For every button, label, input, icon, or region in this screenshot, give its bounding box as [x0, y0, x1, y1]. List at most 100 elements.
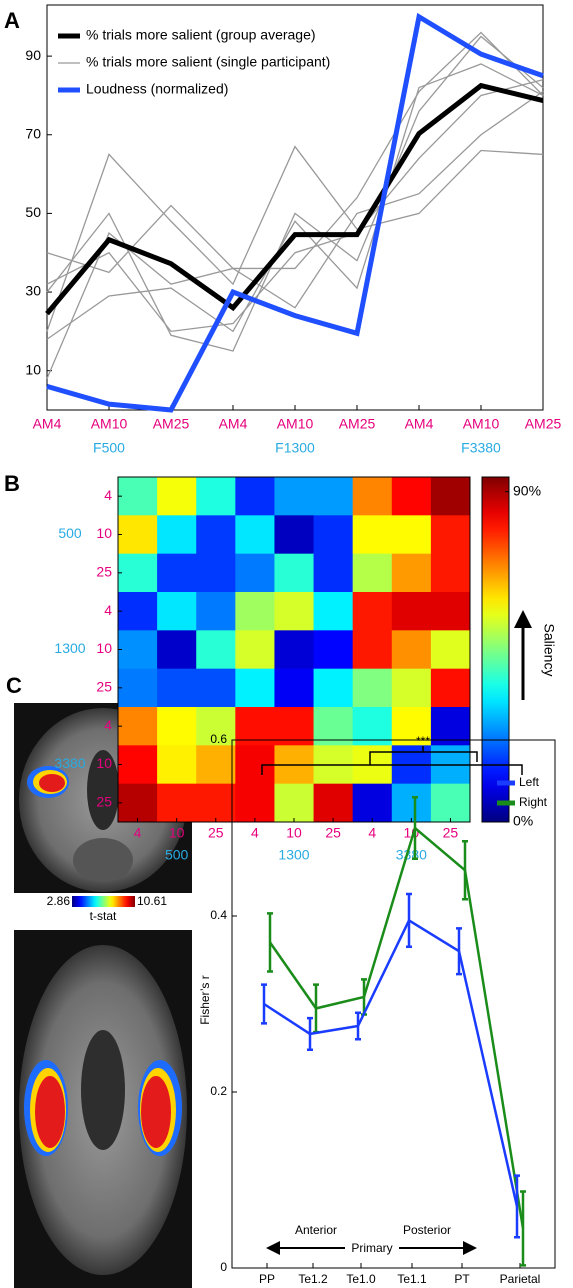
- heatmap-cell: [196, 515, 236, 554]
- heatmap-cell: [118, 745, 158, 784]
- panel-label: A: [4, 8, 20, 33]
- heatmap-cell: [196, 630, 236, 669]
- heatmap-cell: [157, 592, 197, 631]
- x-tick-label: 25: [443, 825, 459, 841]
- heatmap-cell: [314, 515, 354, 554]
- heatmap-cell: [392, 515, 432, 554]
- significance-label: ***: [416, 734, 430, 748]
- x-tick-label: 10: [169, 825, 185, 841]
- x-tick-label: 10: [286, 825, 302, 841]
- heatmap-cell: [392, 592, 432, 631]
- heatmap-cell: [118, 554, 158, 593]
- heatmap-cell: [235, 554, 275, 593]
- heatmap-cell: [392, 784, 432, 823]
- x-tick-label: 25: [208, 825, 224, 841]
- colorbar-tick-label: 90%: [513, 482, 541, 498]
- error-bar: [267, 913, 273, 971]
- heatmap-cell: [314, 784, 354, 823]
- x-tick-label: Te1.1: [397, 1272, 427, 1286]
- legend-label: Right: [519, 795, 548, 809]
- heatmap-cell: [196, 784, 236, 823]
- heatmap-cell: [314, 554, 354, 593]
- legend-label: % trials more salient (group average): [86, 27, 316, 43]
- annotation: Anterior: [295, 1223, 337, 1237]
- x-tick-label: 4: [251, 825, 259, 841]
- heatmap-cell: [196, 669, 236, 708]
- heatmap-cell: [235, 592, 275, 631]
- x-tick-label: AM10: [277, 416, 314, 432]
- heatmap-cell: [431, 554, 471, 593]
- y-group-label: 500: [58, 525, 82, 541]
- legend-label: % trials more salient (single participan…: [86, 54, 330, 70]
- y-tick-label: 25: [96, 794, 112, 810]
- annotation: Posterior: [403, 1223, 451, 1237]
- error-bar: [520, 1191, 526, 1265]
- heatmap-cell: [118, 707, 158, 746]
- heatmap-cell: [235, 784, 275, 823]
- heatmap-cell: [274, 477, 314, 516]
- legend-label: Loudness (normalized): [86, 81, 228, 97]
- heatmap-cell: [235, 669, 275, 708]
- x-group-label: F1300: [275, 440, 315, 456]
- heatmap-cell: [431, 784, 471, 823]
- y-tick-label: 30: [25, 283, 41, 299]
- colorbar-label: Saliency: [541, 624, 557, 677]
- heatmap-cell: [353, 515, 393, 554]
- heatmap-cell: [157, 630, 197, 669]
- x-group-label: 500: [165, 847, 189, 863]
- heatmap-cell: [431, 630, 471, 669]
- x-tick-label: AM25: [153, 416, 190, 432]
- x-tick-label: 4: [134, 825, 142, 841]
- heatmap-cell: [196, 745, 236, 784]
- x-group-label: 1300: [278, 847, 309, 863]
- y-tick-label: 10: [96, 640, 112, 656]
- heatmap-cell: [353, 784, 393, 823]
- y-tick-label: 4: [104, 487, 112, 503]
- heatmap-cell: [392, 669, 432, 708]
- heatmap-cell: [235, 630, 275, 669]
- heatmap-cell: [118, 592, 158, 631]
- x-tick-label: AM4: [219, 416, 248, 432]
- colorbar-max: 10.61: [137, 894, 167, 908]
- y-tick-label: 10: [96, 525, 112, 541]
- y-tick-label: 0.2: [210, 1084, 227, 1098]
- heatmap-cell: [196, 554, 236, 593]
- heatmap-cell: [274, 669, 314, 708]
- heatmap-cell: [353, 630, 393, 669]
- x-group-label: 3380: [396, 847, 427, 863]
- heatmap-cell: [118, 477, 158, 516]
- x-group-label: F500: [93, 440, 125, 456]
- heatmap-cell: [157, 669, 197, 708]
- heatmap-cell: [157, 515, 197, 554]
- y-tick-label: 70: [25, 125, 41, 141]
- heatmap-cell: [157, 745, 197, 784]
- heatmap-cell: [196, 592, 236, 631]
- heatmap-cell: [274, 784, 314, 823]
- heatmap-cell: [274, 630, 314, 669]
- series-line: [270, 828, 523, 1228]
- y-tick-label: 25: [96, 679, 112, 695]
- heatmap-cell: [392, 477, 432, 516]
- colorbar: [72, 896, 135, 907]
- y-group-label: 3380: [54, 755, 85, 771]
- x-tick-label: AM10: [463, 416, 500, 432]
- colorbar-tick-label: 0%: [513, 813, 533, 829]
- series-line: [47, 80, 543, 332]
- x-tick-label: AM25: [525, 416, 562, 432]
- heatmap-cell: [157, 477, 197, 516]
- heatmap-cell: [118, 630, 158, 669]
- heatmap-cell: [353, 554, 393, 593]
- y-tick-label: 0.4: [210, 908, 227, 922]
- heatmap-cell: [274, 515, 314, 554]
- heatmap-cell: [235, 477, 275, 516]
- x-tick-label: Te1.0: [346, 1272, 376, 1286]
- heatmap-cell: [353, 592, 393, 631]
- heatmap-cell: [314, 477, 354, 516]
- x-tick-label: Te1.2: [298, 1272, 328, 1286]
- heatmap-cell: [392, 630, 432, 669]
- heatmap-cell: [314, 669, 354, 708]
- x-tick-label: 25: [325, 825, 341, 841]
- panel-label: B: [4, 471, 20, 496]
- x-tick-label: 4: [368, 825, 376, 841]
- heatmap-cell: [314, 592, 354, 631]
